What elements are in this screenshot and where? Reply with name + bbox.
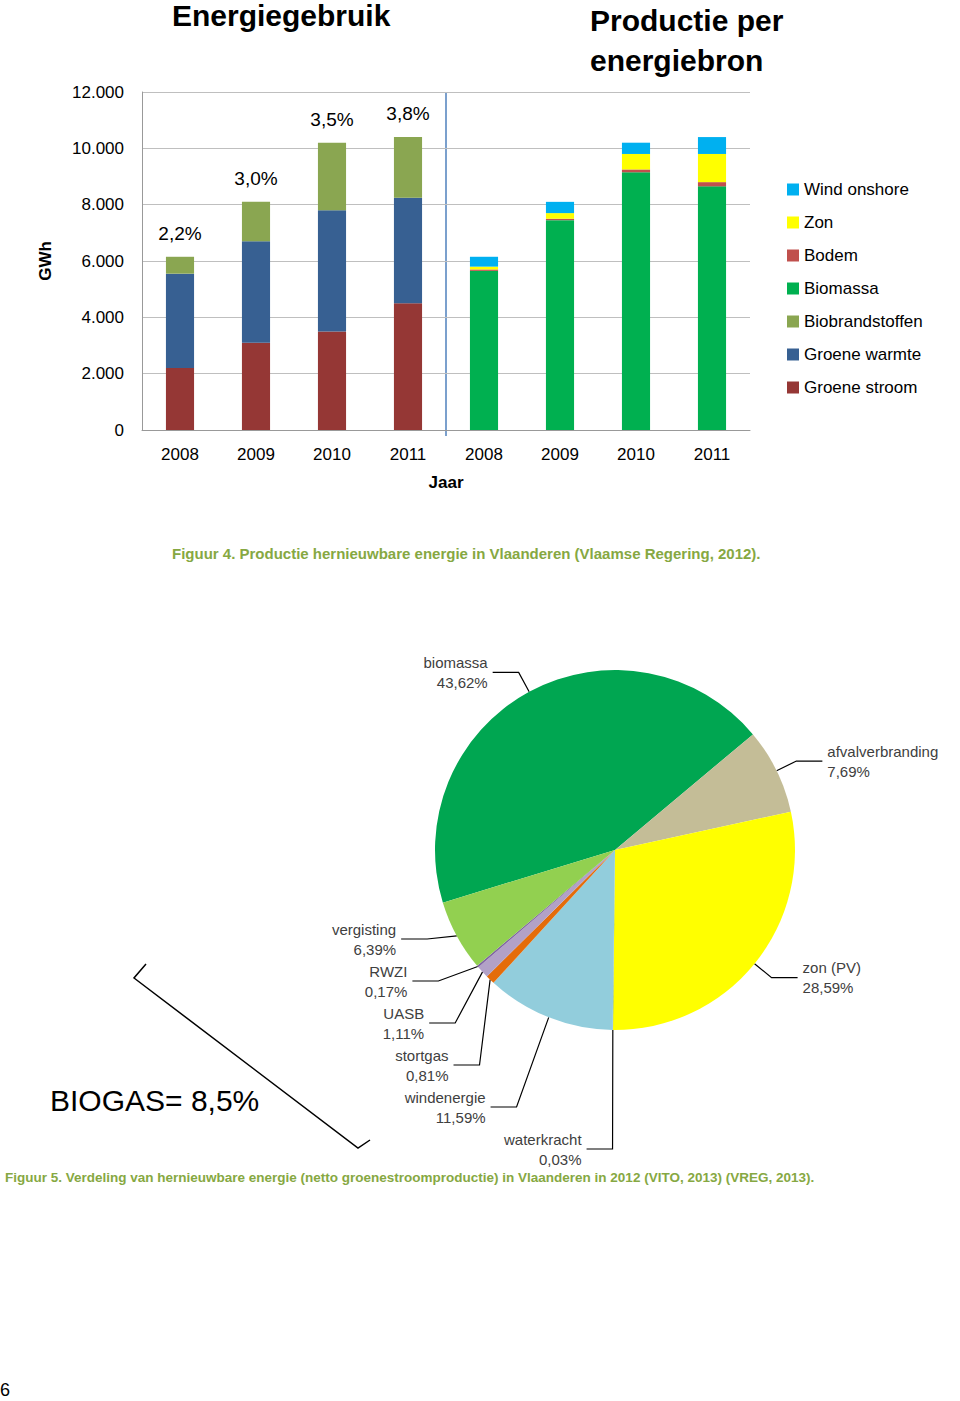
svg-text:Zon: Zon — [804, 213, 833, 232]
svg-text:2,2%: 2,2% — [158, 223, 201, 244]
svg-text:0: 0 — [115, 421, 124, 440]
svg-text:windenergie: windenergie — [404, 1089, 486, 1106]
html-text:Figuur 5. Verdeling van hernie: Figuur 5. Verdeling van hernieuwbare ene… — [5, 1170, 815, 1185]
svg-text:Productie per: Productie per — [590, 4, 792, 37]
svg-text:waterkracht: waterkracht — [503, 1131, 582, 1148]
svg-text:0,81%: 0,81% — [406, 1067, 449, 1084]
svg-text:Biobrandstoffen: Biobrandstoffen — [804, 312, 923, 331]
svg-text:2008: 2008 — [465, 445, 503, 464]
svg-text:6,39%: 6,39% — [354, 941, 397, 958]
svg-text:Jaar: Jaar — [429, 473, 464, 492]
svg-text:Groene stroom: Groene stroom — [804, 378, 917, 397]
svg-text:UASB: UASB — [383, 1005, 424, 1022]
svg-text:vergisting: vergisting — [332, 921, 396, 938]
svg-text:stortgas: stortgas — [395, 1047, 448, 1064]
svg-text:6.000: 6.000 — [81, 252, 124, 271]
svg-text:energiebron: energiebron — [590, 44, 763, 77]
svg-text:Wind onshore: Wind onshore — [804, 180, 909, 199]
svg-text:3,8%: 3,8% — [386, 103, 429, 124]
svg-text:4.000: 4.000 — [81, 308, 124, 327]
html-text:6: 6 — [0, 1380, 10, 1400]
svg-text:afvalverbranding: afvalverbranding — [827, 743, 938, 760]
svg-text:2011: 2011 — [694, 445, 731, 464]
svg-text:Energiegebruik: Energiegebruik — [172, 0, 391, 32]
svg-text:43,62%: 43,62% — [437, 674, 488, 691]
svg-text:3,0%: 3,0% — [234, 168, 277, 189]
svg-text:2009: 2009 — [541, 445, 579, 464]
svg-text:Biomassa: Biomassa — [804, 279, 879, 298]
svg-text:2011: 2011 — [390, 445, 427, 464]
svg-text:28,59%: 28,59% — [803, 979, 854, 996]
svg-text:Bodem: Bodem — [804, 246, 858, 265]
svg-text:0,03%: 0,03% — [539, 1151, 582, 1168]
svg-text:2008: 2008 — [161, 445, 199, 464]
svg-text:12.000: 12.000 — [72, 83, 124, 102]
svg-text:biomassa: biomassa — [423, 654, 488, 671]
svg-text:2.000: 2.000 — [81, 364, 124, 383]
svg-text:zon (PV): zon (PV) — [803, 959, 861, 976]
svg-text:2009: 2009 — [237, 445, 275, 464]
svg-text:Groene warmte: Groene warmte — [804, 345, 921, 364]
svg-text:BIOGAS= 8,5%: BIOGAS= 8,5% — [50, 1084, 259, 1117]
svg-text:RWZI: RWZI — [369, 963, 407, 980]
svg-text:7,69%: 7,69% — [827, 763, 870, 780]
svg-text:2010: 2010 — [313, 445, 351, 464]
svg-text:2010: 2010 — [617, 445, 655, 464]
svg-text:1,11%: 1,11% — [383, 1025, 424, 1042]
svg-text:0,17%: 0,17% — [365, 983, 408, 1000]
svg-text:11,59%: 11,59% — [436, 1109, 486, 1126]
svg-text:8.000: 8.000 — [81, 195, 124, 214]
svg-text:3,5%: 3,5% — [310, 109, 353, 130]
svg-text:10.000: 10.000 — [72, 139, 124, 158]
html-text:Figuur 4. Productie hernieuwba: Figuur 4. Productie hernieuwbare energie… — [172, 545, 761, 562]
svg-text:GWh: GWh — [36, 241, 55, 281]
